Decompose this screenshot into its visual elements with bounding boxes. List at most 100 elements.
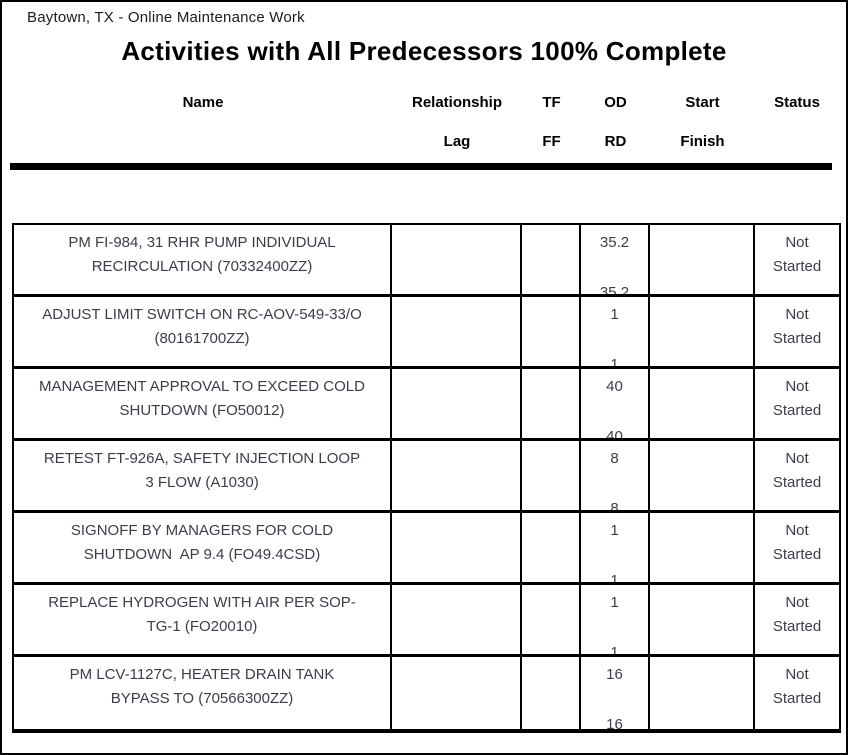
od-value: 35.2 <box>599 234 630 251</box>
report-subtitle: Baytown, TX - Online Maintenance Work <box>27 9 305 26</box>
cell-start-finish <box>650 585 755 654</box>
cell-tf-ff <box>522 369 581 438</box>
cell-start-finish <box>650 297 755 366</box>
table-row: MANAGEMENT APPROVAL TO EXCEED COLD SHUTD… <box>14 369 839 441</box>
od-value: 16 <box>606 666 623 683</box>
cell-start-finish <box>650 441 755 510</box>
cell-relationship-lag <box>392 441 522 510</box>
activity-name-line2: RECIRCULATION (70332400ZZ) <box>91 258 313 275</box>
column-header-status: Status <box>755 95 839 150</box>
cell-od-rd: 1 1 <box>581 297 650 366</box>
status-value: Not Started <box>772 594 822 635</box>
table-row: PM FI-984, 31 RHR PUMP INDIVIDUAL RECIRC… <box>14 225 839 297</box>
cell-start-finish <box>650 513 755 582</box>
activity-name-line1: MANAGEMENT APPROVAL TO EXCEED COLD <box>39 378 365 395</box>
cell-name: SIGNOFF BY MANAGERS FOR COLD SHUTDOWN AP… <box>14 513 392 582</box>
activity-name-line1: ADJUST LIMIT SWITCH ON RC-AOV-549-33/O <box>42 306 362 323</box>
cell-tf-ff <box>522 441 581 510</box>
status-value: Not Started <box>772 378 822 419</box>
status-value: Not Started <box>772 450 822 491</box>
cell-status: Not Started <box>755 657 839 729</box>
status-value: Not Started <box>772 522 822 563</box>
activity-name-line2: BYPASS TO (70566300ZZ) <box>110 690 294 707</box>
cell-od-rd: 1 1 <box>581 513 650 582</box>
activity-name-line1: PM LCV-1127C, HEATER DRAIN TANK <box>69 666 335 683</box>
activity-name-line1: RETEST FT-926A, SAFETY INJECTION LOOP <box>43 450 361 467</box>
column-header-start: Start <box>685 94 720 111</box>
cell-tf-ff <box>522 657 581 729</box>
column-header-name: Name <box>14 95 392 150</box>
cell-relationship-lag <box>392 657 522 729</box>
cell-name: MANAGEMENT APPROVAL TO EXCEED COLD SHUTD… <box>14 369 392 438</box>
column-header-status-line2 <box>755 134 839 150</box>
cell-start-finish <box>650 657 755 729</box>
table-row: RETEST FT-926A, SAFETY INJECTION LOOP 3 … <box>14 441 839 513</box>
activity-name-line1: REPLACE HYDROGEN WITH AIR PER SOP- <box>48 594 356 611</box>
cell-tf-ff <box>522 513 581 582</box>
cell-tf-ff <box>522 225 581 294</box>
cell-relationship-lag <box>392 585 522 654</box>
column-header-tf: TF <box>542 94 561 111</box>
activity-name-line1: PM FI-984, 31 RHR PUMP INDIVIDUAL <box>68 234 336 251</box>
status-value: Not Started <box>772 234 822 275</box>
status-value: Not Started <box>772 666 822 707</box>
cell-relationship-lag <box>392 513 522 582</box>
cell-name: RETEST FT-926A, SAFETY INJECTION LOOP 3 … <box>14 441 392 510</box>
table-row: SIGNOFF BY MANAGERS FOR COLD SHUTDOWN AP… <box>14 513 839 585</box>
column-header-rd: RD <box>604 133 627 150</box>
cell-tf-ff <box>522 297 581 366</box>
rd-value: 1 <box>610 644 619 654</box>
rd-value: 1 <box>610 572 619 582</box>
od-value: 1 <box>610 522 619 539</box>
table-row: PM LCV-1127C, HEATER DRAIN TANK BYPASS T… <box>14 657 839 729</box>
activity-name-line2: (80161700ZZ) <box>154 330 250 347</box>
column-header-status-line1: Status <box>774 94 820 111</box>
page-title: Activities with All Predecessors 100% Co… <box>121 36 727 66</box>
cell-relationship-lag <box>392 225 522 294</box>
rd-value: 40 <box>606 428 623 438</box>
activity-name-line2: SHUTDOWN AP 9.4 (FO49.4CSD) <box>83 546 321 563</box>
cell-relationship-lag <box>392 297 522 366</box>
column-header-name-line2 <box>14 134 392 150</box>
cell-start-finish <box>650 225 755 294</box>
table-row: ADJUST LIMIT SWITCH ON RC-AOV-549-33/O (… <box>14 297 839 369</box>
column-header-relationship-lag: Relationship Lag <box>392 95 522 150</box>
column-header-finish: Finish <box>680 133 725 150</box>
cell-status: Not Started <box>755 225 839 294</box>
cell-od-rd: 35.2 35.2 <box>581 225 650 294</box>
od-value: 8 <box>610 450 619 467</box>
cell-od-rd: 1 1 <box>581 585 650 654</box>
activity-name-line2: TG-1 (FO20010) <box>146 618 258 635</box>
table-column-headers: Name Relationship Lag TF FF OD RD Start … <box>14 95 839 150</box>
column-header-start-finish: Start Finish <box>650 95 755 150</box>
header-divider-rule <box>10 163 832 170</box>
rd-value: 1 <box>610 356 619 366</box>
cell-name: REPLACE HYDROGEN WITH AIR PER SOP- TG-1 … <box>14 585 392 654</box>
rd-value: 16 <box>606 716 623 729</box>
cell-tf-ff <box>522 585 581 654</box>
cell-status: Not Started <box>755 585 839 654</box>
cell-name: ADJUST LIMIT SWITCH ON RC-AOV-549-33/O (… <box>14 297 392 366</box>
column-header-tf-ff: TF FF <box>522 95 581 150</box>
activity-name-line1: SIGNOFF BY MANAGERS FOR COLD <box>70 522 334 539</box>
od-value: 1 <box>610 594 619 611</box>
column-header-lag: Lag <box>443 133 471 150</box>
cell-name: PM LCV-1127C, HEATER DRAIN TANK BYPASS T… <box>14 657 392 729</box>
column-header-relationship: Relationship <box>411 94 502 111</box>
cell-status: Not Started <box>755 441 839 510</box>
cell-od-rd: 40 40 <box>581 369 650 438</box>
cell-start-finish <box>650 369 755 438</box>
cell-status: Not Started <box>755 297 839 366</box>
cell-name: PM FI-984, 31 RHR PUMP INDIVIDUAL RECIRC… <box>14 225 392 294</box>
column-header-od: OD <box>604 94 627 111</box>
status-value: Not Started <box>772 306 822 347</box>
rd-value: 8 <box>610 500 619 510</box>
table-row: REPLACE HYDROGEN WITH AIR PER SOP- TG-1 … <box>14 585 839 657</box>
cell-status: Not Started <box>755 369 839 438</box>
cell-relationship-lag <box>392 369 522 438</box>
od-value: 1 <box>610 306 619 323</box>
activities-table: PM FI-984, 31 RHR PUMP INDIVIDUAL RECIRC… <box>12 223 841 733</box>
cell-od-rd: 16 16 <box>581 657 650 729</box>
cell-status: Not Started <box>755 513 839 582</box>
